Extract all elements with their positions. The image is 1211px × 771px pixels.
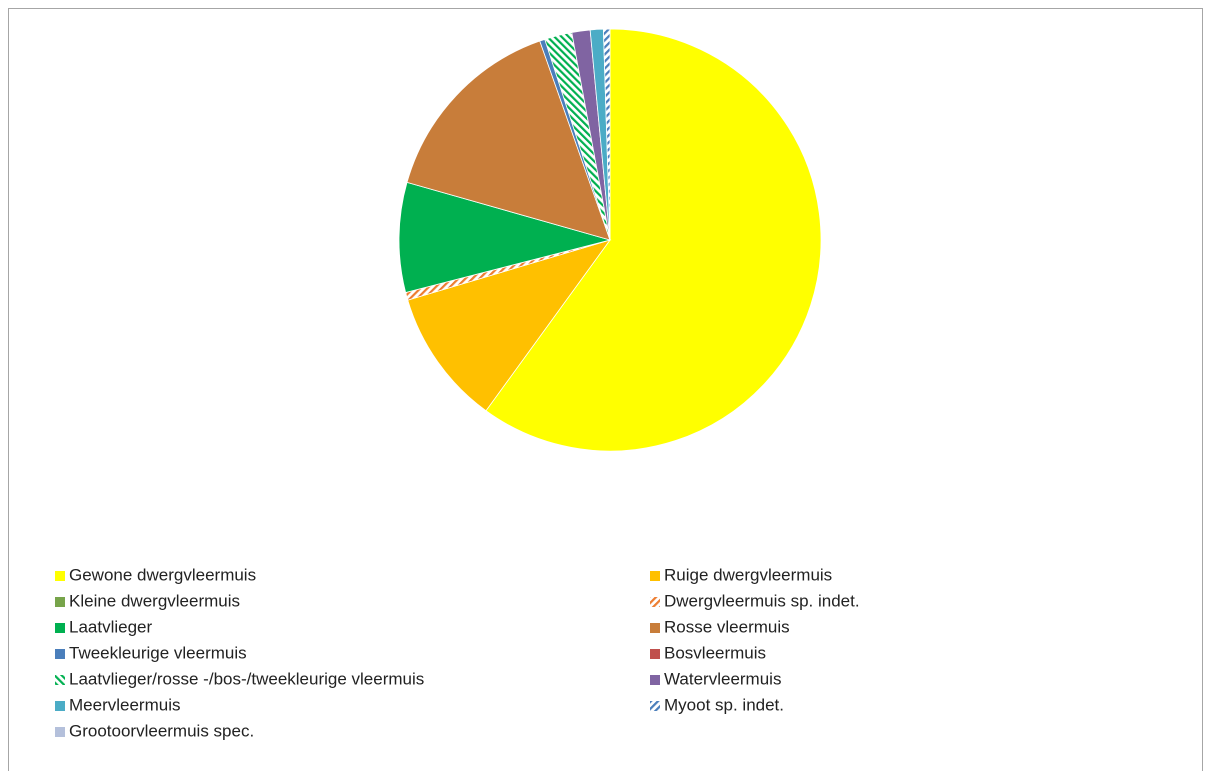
legend-swatch — [55, 623, 65, 633]
legend-label: Bosvleermuis — [664, 643, 766, 662]
legend-swatch — [650, 675, 660, 685]
pie-slice — [602, 28, 611, 241]
legend-swatch — [55, 727, 65, 737]
legend-label: Kleine dwergvleermuis — [69, 591, 240, 610]
legend-label: Meervleermuis — [69, 695, 180, 714]
legend-swatch — [650, 597, 660, 607]
pie-slice — [407, 239, 612, 412]
legend-label: Ruige dwergvleermuis — [664, 565, 832, 584]
legend-label: Myoot sp. indet. — [664, 695, 784, 714]
legend-label: Laatvlieger/rosse -/bos-/tweekleurige vl… — [69, 669, 424, 688]
legend-label: Grootoorvleermuis spec. — [69, 721, 254, 740]
legend-label: Dwergvleermuis sp. indet. — [664, 591, 860, 610]
legend-swatch — [650, 571, 660, 581]
legend-label: Gewone dwergvleermuis — [69, 565, 256, 584]
legend-swatch — [55, 701, 65, 711]
legend-swatch — [55, 649, 65, 659]
legend-swatch — [650, 623, 660, 633]
legend-label: Watervleermuis — [664, 669, 781, 688]
pie-slice — [398, 181, 612, 293]
legend-swatch — [55, 675, 65, 685]
legend-swatch — [55, 571, 65, 581]
legend-label: Laatvlieger — [69, 617, 153, 636]
legend-label: Rosse vleermuis — [664, 617, 790, 636]
legend-swatch — [650, 649, 660, 659]
pie-slice — [485, 28, 822, 452]
legend-swatch — [55, 597, 65, 607]
legend-swatch — [650, 701, 660, 711]
pie-slice — [406, 40, 611, 241]
legend-label: Tweekleurige vleermuis — [69, 643, 247, 662]
